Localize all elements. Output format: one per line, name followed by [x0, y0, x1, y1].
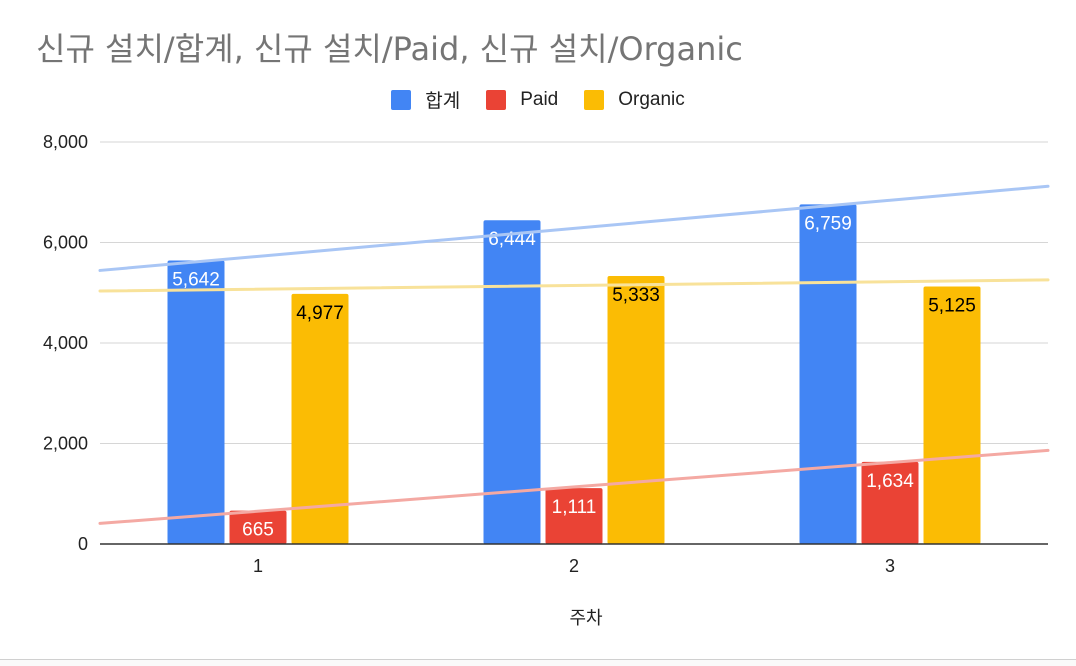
bar [229, 510, 287, 544]
x-tick-label: 2 [569, 556, 579, 576]
y-tick-label: 2,000 [43, 434, 88, 454]
y-tick-label: 6,000 [43, 233, 88, 253]
legend-label: Paid [520, 88, 559, 110]
legend-item: Organic [584, 86, 685, 113]
data-label: 1,634 [866, 471, 914, 492]
bar [861, 461, 919, 544]
data-label: 665 [242, 520, 274, 541]
bar [483, 220, 541, 544]
y-tick-label: 8,000 [43, 132, 88, 152]
x-tick-label: 1 [253, 556, 263, 576]
chart-title: 신규 설치/합계, 신규 설치/Paid, 신규 설치/Organic [36, 30, 743, 68]
bar [607, 276, 665, 544]
bar [799, 204, 857, 545]
legend-label: 합계 [425, 91, 461, 112]
trendline [98, 448, 1050, 525]
x-axis-title: 주차 [569, 608, 603, 628]
legend-swatch [486, 89, 507, 110]
bottom-border [0, 659, 1076, 666]
legend-label: Organic [618, 88, 685, 110]
bar [545, 488, 603, 544]
x-tick-label: 3 [885, 556, 895, 576]
bar [291, 293, 349, 544]
bar [923, 286, 981, 544]
data-label: 5,333 [612, 285, 660, 306]
data-label: 5,125 [928, 295, 976, 316]
data-label: 4,977 [296, 303, 344, 324]
legend-item: 합계 [391, 86, 460, 113]
y-tick-label: 4,000 [43, 333, 88, 353]
data-label: 5,642 [172, 269, 220, 290]
bar [167, 260, 225, 544]
legend-swatch [391, 89, 412, 110]
y-tick-label: 0 [78, 534, 88, 554]
data-label: 1,111 [552, 497, 597, 518]
trendline [98, 184, 1050, 272]
legend-item: Paid [486, 86, 558, 113]
legend-swatch [584, 89, 605, 110]
data-label: 6,759 [804, 213, 852, 234]
legend: 합계 Paid Organic [0, 86, 1076, 113]
trendline [98, 278, 1050, 293]
